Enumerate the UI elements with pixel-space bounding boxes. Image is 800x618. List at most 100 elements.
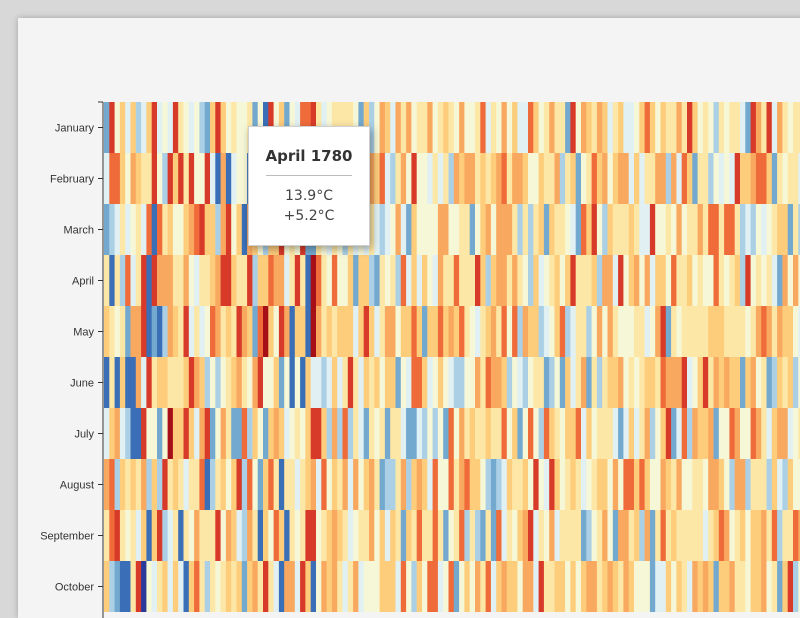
heatmap-cell[interactable] — [618, 204, 624, 255]
heatmap-cell[interactable] — [347, 357, 354, 408]
heatmap-cell[interactable] — [321, 357, 327, 408]
heatmap-cell[interactable] — [528, 408, 534, 459]
heatmap-cell[interactable] — [777, 408, 783, 459]
heatmap-cell[interactable] — [782, 255, 789, 306]
heatmap-cell[interactable] — [676, 153, 683, 204]
heatmap-cell[interactable] — [777, 561, 783, 612]
heatmap-cell[interactable] — [729, 102, 736, 153]
heatmap-cell[interactable] — [151, 153, 158, 204]
heatmap-cell[interactable] — [178, 459, 184, 510]
heatmap-cell[interactable] — [665, 255, 672, 306]
heatmap-cell[interactable] — [512, 561, 518, 612]
heatmap-cell[interactable] — [660, 408, 667, 459]
heatmap-cell[interactable] — [644, 204, 651, 255]
heatmap-cell[interactable] — [374, 204, 380, 255]
heatmap-cell[interactable] — [639, 153, 645, 204]
heatmap-cell[interactable] — [782, 459, 789, 510]
heatmap-cell[interactable] — [284, 510, 290, 561]
heatmap-cell[interactable] — [618, 408, 624, 459]
heatmap-cell[interactable] — [649, 102, 656, 153]
heatmap-cell[interactable] — [162, 561, 168, 612]
heatmap-cell[interactable] — [220, 510, 227, 561]
heatmap-cell[interactable] — [644, 459, 651, 510]
heatmap-cell[interactable] — [225, 102, 232, 153]
heatmap-cell[interactable] — [172, 561, 179, 612]
heatmap-cell[interactable] — [406, 357, 412, 408]
heatmap-cell[interactable] — [400, 306, 407, 357]
heatmap-cell[interactable] — [411, 204, 418, 255]
heatmap-cell[interactable] — [130, 102, 137, 153]
heatmap-cell[interactable] — [755, 357, 762, 408]
heatmap-cell[interactable] — [416, 153, 423, 204]
heatmap-cell[interactable] — [618, 459, 624, 510]
heatmap-cell[interactable] — [178, 102, 184, 153]
heatmap-cell[interactable] — [432, 408, 439, 459]
heatmap-cell[interactable] — [745, 204, 751, 255]
heatmap-cell[interactable] — [522, 459, 529, 510]
heatmap-cell[interactable] — [395, 306, 402, 357]
heatmap-cell[interactable] — [416, 561, 423, 612]
heatmap-cell[interactable] — [305, 306, 312, 357]
heatmap-cell[interactable] — [734, 510, 741, 561]
heatmap-cell[interactable] — [771, 357, 778, 408]
heatmap-cell[interactable] — [390, 153, 396, 204]
heatmap-cell[interactable] — [119, 561, 126, 612]
heatmap-cell[interactable] — [422, 153, 428, 204]
heatmap-cell[interactable] — [178, 357, 184, 408]
heatmap-cell[interactable] — [448, 102, 455, 153]
heatmap-cell[interactable] — [278, 306, 285, 357]
heatmap-cell[interactable] — [702, 102, 709, 153]
heatmap-cell[interactable] — [379, 306, 386, 357]
heatmap-cell[interactable] — [363, 459, 370, 510]
heatmap-cell[interactable] — [469, 306, 476, 357]
heatmap-cell[interactable] — [443, 306, 449, 357]
heatmap-cell[interactable] — [639, 204, 645, 255]
heatmap-cell[interactable] — [687, 561, 693, 612]
heatmap-cell[interactable] — [676, 510, 683, 561]
heatmap-cell[interactable] — [665, 459, 672, 510]
heatmap-cell[interactable] — [671, 153, 677, 204]
heatmap-cell[interactable] — [379, 204, 386, 255]
heatmap-cell[interactable] — [766, 561, 773, 612]
heatmap-cell[interactable] — [687, 255, 693, 306]
heatmap-cell[interactable] — [745, 357, 751, 408]
heatmap-cell[interactable] — [151, 510, 158, 561]
heatmap-cell[interactable] — [634, 153, 640, 204]
heatmap-cell[interactable] — [437, 510, 444, 561]
heatmap-cell[interactable] — [432, 204, 439, 255]
heatmap-cell[interactable] — [194, 510, 200, 561]
heatmap-cell[interactable] — [268, 459, 274, 510]
heatmap-cell[interactable] — [236, 204, 243, 255]
heatmap-cell[interactable] — [623, 102, 630, 153]
heatmap-cell[interactable] — [437, 102, 444, 153]
heatmap-cell[interactable] — [310, 255, 317, 306]
heatmap-cell[interactable] — [231, 510, 237, 561]
heatmap-cell[interactable] — [432, 255, 439, 306]
heatmap-cell[interactable] — [268, 510, 274, 561]
heatmap-cell[interactable] — [316, 510, 322, 561]
heatmap-cell[interactable] — [644, 102, 651, 153]
heatmap-cell[interactable] — [469, 102, 476, 153]
heatmap-cell[interactable] — [771, 510, 778, 561]
heatmap-cell[interactable] — [215, 255, 221, 306]
heatmap-cell[interactable] — [326, 459, 333, 510]
heatmap-cell[interactable] — [310, 510, 317, 561]
heatmap-cell[interactable] — [575, 255, 582, 306]
heatmap-cell[interactable] — [294, 408, 301, 459]
heatmap-cell[interactable] — [665, 561, 672, 612]
heatmap-cell[interactable] — [130, 561, 137, 612]
heatmap-cell[interactable] — [644, 357, 651, 408]
heatmap-cell[interactable] — [167, 255, 174, 306]
heatmap-cell[interactable] — [623, 408, 630, 459]
heatmap-cell[interactable] — [480, 561, 486, 612]
heatmap-cell[interactable] — [167, 459, 174, 510]
heatmap-cell[interactable] — [369, 459, 375, 510]
heatmap-cell[interactable] — [623, 357, 630, 408]
heatmap-cell[interactable] — [384, 153, 391, 204]
heatmap-cell[interactable] — [718, 153, 725, 204]
heatmap-cell[interactable] — [188, 561, 195, 612]
heatmap-cell[interactable] — [172, 153, 179, 204]
heatmap-cell[interactable] — [787, 561, 794, 612]
heatmap-cell[interactable] — [687, 153, 693, 204]
heatmap-cell[interactable] — [745, 102, 751, 153]
